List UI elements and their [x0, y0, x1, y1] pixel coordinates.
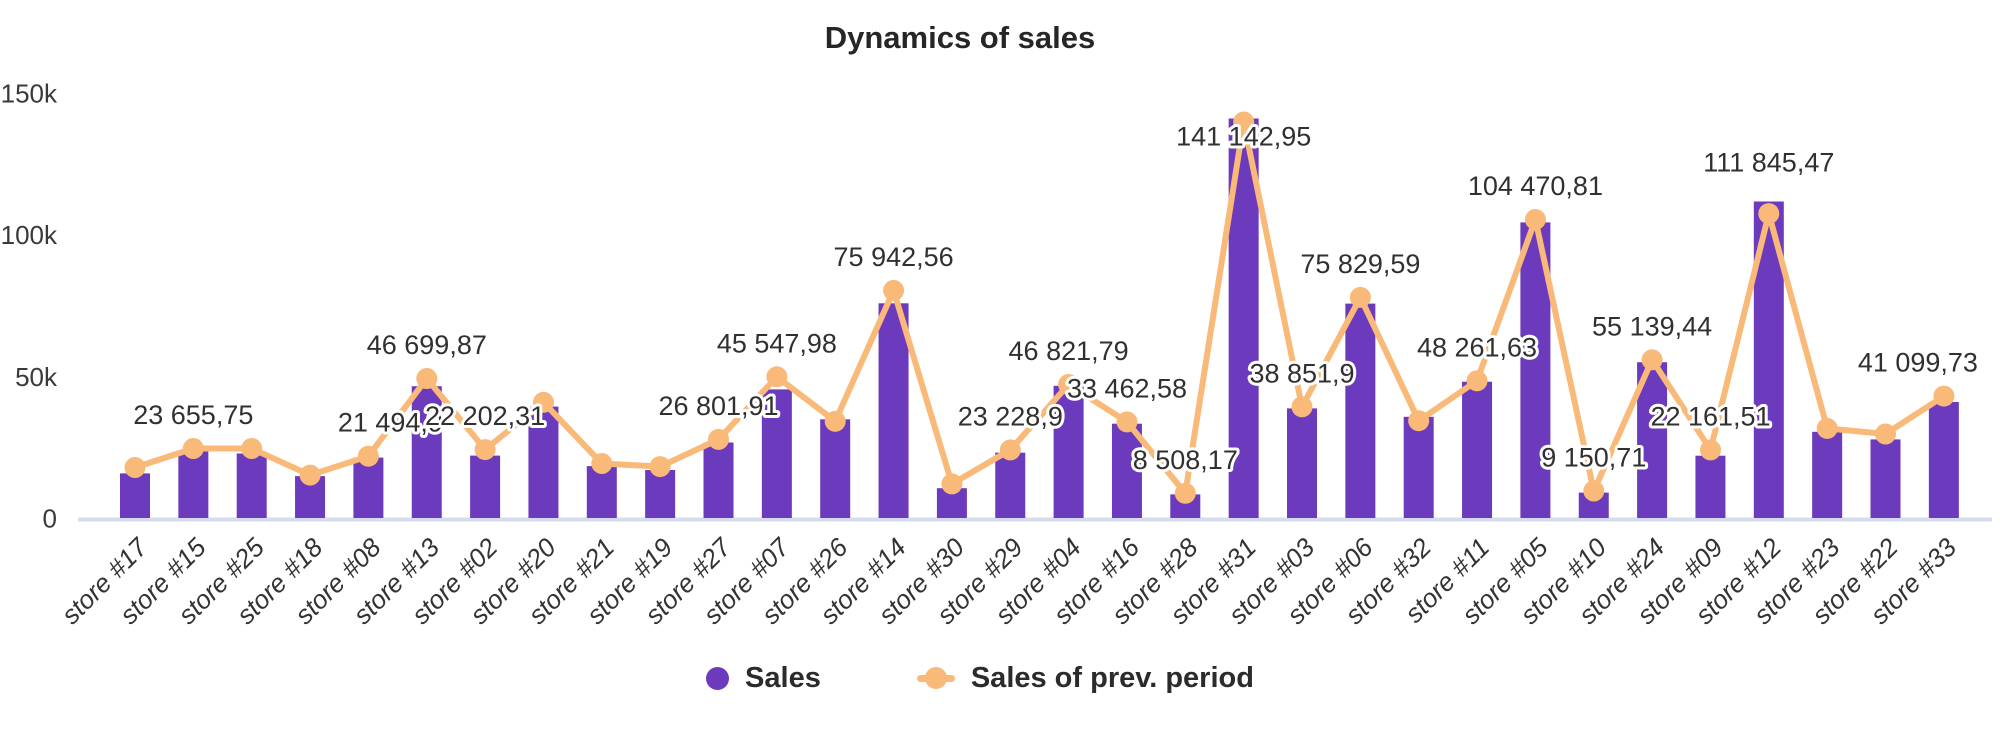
prev-period-marker[interactable] — [1700, 439, 1721, 461]
sales-bar[interactable] — [820, 419, 851, 518]
sales-bar[interactable] — [1870, 439, 1901, 518]
prev-period-marker[interactable] — [1875, 423, 1896, 445]
y-axis-tick-label: 100k — [1, 220, 58, 250]
value-label: 21 494,9 — [338, 408, 443, 438]
prev-period-marker[interactable] — [883, 279, 905, 301]
prev-period-marker[interactable] — [708, 428, 729, 450]
prev-period-marker[interactable] — [1758, 203, 1780, 225]
value-label: 26 801,91 — [658, 391, 778, 421]
y-axis-tick-label: 50k — [15, 362, 58, 392]
prev-period-marker[interactable] — [1816, 417, 1838, 439]
chart-title: Dynamics of sales — [824, 20, 1096, 55]
sales-bar[interactable] — [1403, 416, 1434, 518]
value-label: 8 508,17 — [1133, 445, 1238, 475]
prev-period-marker[interactable] — [824, 410, 846, 432]
prev-period-marker[interactable] — [766, 366, 788, 388]
y-axis-tick-label: 150k — [1, 78, 58, 108]
prev-period-marker[interactable] — [941, 473, 963, 495]
prev-period-marker[interactable] — [1466, 370, 1488, 392]
prev-period-marker[interactable] — [649, 456, 671, 478]
sales-bar[interactable] — [411, 386, 442, 518]
prev-period-marker[interactable] — [1933, 385, 1955, 407]
legend-item-sales[interactable]: Sales — [706, 662, 821, 695]
value-label: 45 547,98 — [717, 328, 837, 358]
sales-bar[interactable] — [1053, 385, 1084, 518]
prev-period-line — [132, 119, 1947, 497]
prev-period-marker[interactable] — [357, 445, 379, 467]
value-label: 33 462,58 — [1067, 373, 1187, 403]
value-label: 41 099,73 — [1858, 348, 1978, 378]
sales-bar[interactable] — [470, 455, 501, 518]
prev-period-marker[interactable] — [533, 391, 554, 413]
prev-period-marker[interactable] — [299, 464, 321, 486]
prev-period-marker[interactable] — [1174, 482, 1196, 504]
prev-period-marker[interactable] — [416, 368, 438, 389]
prev-period-marker[interactable] — [1641, 349, 1663, 371]
sales-swatch-icon — [706, 666, 730, 690]
prev-period-marker[interactable] — [999, 439, 1021, 461]
value-label: 46 821,79 — [1009, 336, 1129, 366]
sales-bar[interactable] — [528, 406, 559, 518]
value-label: 38 851,9 — [1249, 358, 1354, 388]
sales-bar[interactable] — [878, 303, 909, 518]
value-label: 104 470,81 — [1468, 171, 1603, 201]
prev-period-marker[interactable] — [1349, 286, 1371, 308]
plot-area: 150k 100k 50k 0 23 655,75 21 494,9 46 699,87 22… — [1, 78, 1992, 630]
x-axis-line — [78, 517, 1992, 522]
sales-bar[interactable] — [761, 389, 792, 518]
prev-period-marker[interactable] — [1058, 374, 1080, 395]
value-label: 55 139,44 — [1592, 311, 1712, 341]
value-label: 22 202,31 — [425, 401, 545, 431]
sales-bar[interactable] — [1345, 303, 1376, 518]
prev-period-marker[interactable] — [1524, 209, 1546, 230]
value-label: 22 161,51 — [1650, 401, 1770, 431]
prev-period-marker[interactable] — [241, 438, 263, 459]
value-label: 75 942,56 — [834, 242, 954, 272]
sales-bar[interactable] — [703, 442, 734, 519]
prev-period-swatch-icon — [916, 667, 955, 689]
value-label: 23 655,75 — [133, 400, 253, 430]
sales-bar[interactable] — [353, 457, 384, 518]
prev-period-marker[interactable] — [124, 457, 146, 478]
prev-period-marker[interactable] — [1583, 480, 1605, 502]
sales-bar[interactable] — [645, 470, 676, 518]
sales-bar[interactable] — [1287, 408, 1317, 518]
sales-bar[interactable] — [178, 451, 209, 519]
prev-period-marker[interactable] — [1291, 396, 1313, 418]
prev-period-marker[interactable] — [1116, 411, 1138, 433]
sales-bar[interactable] — [1928, 402, 1959, 518]
legend-item-prev-period[interactable]: Sales of prev. period — [916, 661, 1254, 695]
value-label: 48 261,63 — [1417, 332, 1537, 362]
prev-period-marker[interactable] — [1233, 111, 1255, 133]
sales-bar[interactable] — [1695, 455, 1726, 518]
y-axis-tick-label: 0 — [43, 504, 57, 534]
value-label: 75 829,59 — [1300, 249, 1420, 279]
prev-period-marker[interactable] — [474, 439, 496, 461]
value-label: 46 699,87 — [367, 330, 487, 360]
prev-period-marker[interactable] — [1408, 410, 1430, 432]
sales-bar[interactable] — [1812, 431, 1843, 518]
prev-period-marker[interactable] — [182, 438, 204, 459]
prev-period-swatch-dot-icon — [924, 667, 947, 689]
prev-period-marker[interactable] — [591, 453, 613, 474]
sales-bar[interactable] — [120, 473, 150, 518]
value-label: 9 150,71 — [1541, 443, 1646, 473]
legend-label-sales: Sales — [745, 661, 821, 694]
legend: Sales Sales of prev. period — [0, 650, 1960, 706]
sales-bar[interactable] — [586, 466, 617, 518]
sales-bar[interactable] — [236, 453, 267, 519]
value-label: 111 845,47 — [1703, 148, 1834, 178]
sales-bar[interactable] — [1462, 381, 1493, 518]
legend-label-prev-period: Sales of prev. period — [970, 661, 1254, 694]
sales-bar[interactable] — [995, 452, 1026, 518]
value-label: 23 228,9 — [958, 401, 1063, 431]
value-label: 141 142,95 — [1176, 122, 1311, 152]
sales-bar[interactable] — [1111, 423, 1142, 518]
